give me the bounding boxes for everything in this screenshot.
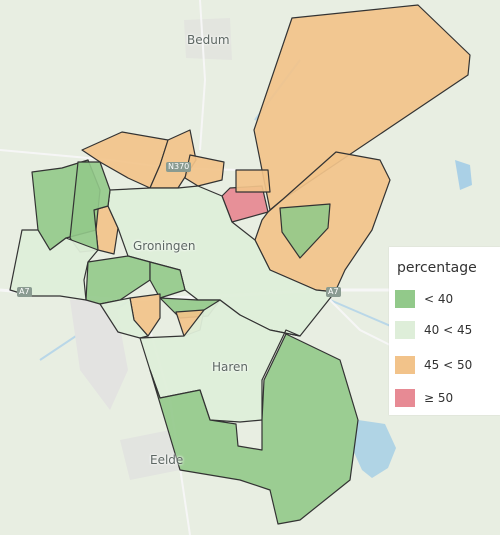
district-east-green[interactable] — [279, 203, 331, 259]
legend-item-ge50: ≥ 50 — [395, 388, 453, 408]
district-north-east[interactable] — [253, 4, 471, 211]
place-label-haren: Haren — [212, 360, 249, 374]
district-haren-south[interactable] — [149, 333, 359, 525]
legend-label: < 40 — [424, 292, 454, 306]
place-label-eelde: Eelde — [150, 453, 184, 467]
legend-title: percentage — [397, 260, 477, 276]
district-center-south-2[interactable] — [149, 261, 186, 299]
legend-label: 45 < 50 — [424, 358, 473, 372]
legend-swatch — [395, 356, 415, 374]
legend-swatch — [395, 389, 415, 407]
legend-swatch — [395, 321, 415, 339]
place-label-bedum: Bedum — [187, 33, 230, 47]
road — [199, 0, 207, 151]
lake — [352, 420, 396, 478]
legend-item-45-50: 45 < 50 — [395, 355, 472, 375]
road-label-n370: N370 — [166, 162, 192, 172]
legend-swatch — [395, 290, 415, 308]
map-legend: percentage < 40 40 < 45 45 < 50 ≥ 50 — [389, 247, 500, 415]
district-north-4[interactable] — [235, 169, 271, 193]
district-south-light[interactable] — [99, 297, 149, 339]
district-far-west[interactable] — [9, 229, 99, 301]
road-label-a7-east: A7 — [326, 287, 341, 297]
legend-item-40-45: 40 < 45 — [395, 320, 472, 340]
legend-label: ≥ 50 — [424, 391, 454, 405]
district-north-3[interactable] — [184, 154, 225, 187]
lake — [455, 160, 472, 190]
district-center-south-1[interactable] — [85, 255, 151, 305]
road-label-a7-west: A7 — [17, 287, 32, 297]
urban-area — [70, 300, 128, 410]
place-label-groningen: Groningen — [133, 239, 196, 253]
urban-area — [120, 430, 180, 480]
urban-area — [184, 18, 232, 60]
legend-item-lt40: < 40 — [395, 289, 453, 309]
legend-label: 40 < 45 — [424, 323, 473, 337]
